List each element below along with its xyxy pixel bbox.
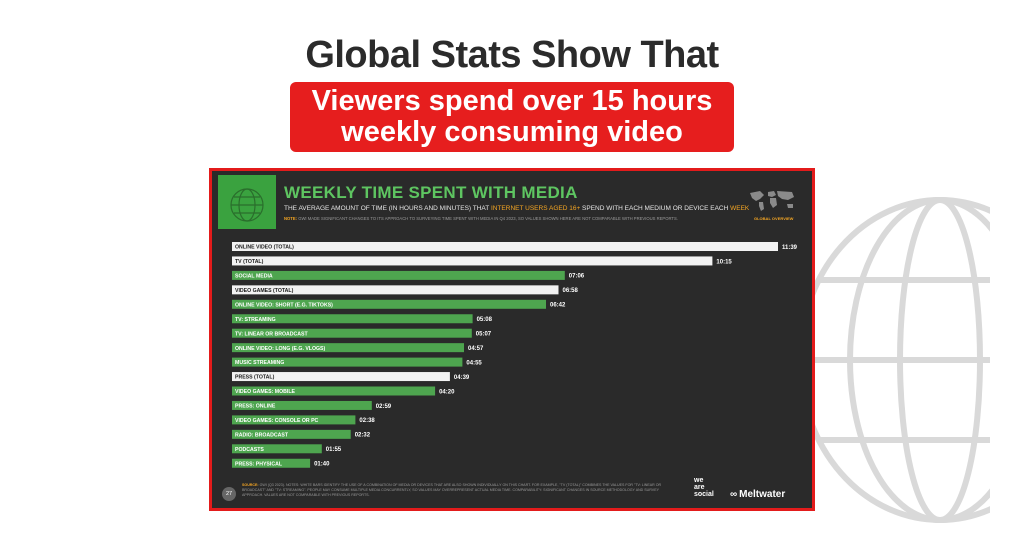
bar-label-15: PRESS: PHYSICAL: [235, 461, 283, 467]
bar-3: [232, 285, 559, 295]
bar-14: [232, 444, 322, 454]
page-number-badge: 27: [222, 487, 236, 501]
value-label-10: 04:20: [439, 389, 455, 395]
brand-are: are: [694, 484, 705, 491]
value-label-13: 02:32: [355, 433, 371, 439]
slide-note: NOTE: GWI MADE SIGNIFICANT CHANGES TO IT…: [284, 216, 678, 221]
bar-11: [232, 400, 372, 410]
value-label-1: 10:15: [716, 259, 732, 265]
brand-we: we: [694, 477, 704, 484]
value-label-15: 01:40: [314, 462, 330, 468]
bar-label-4: ONLINE VIDEO: SHORT (E.G. TIKTOKS): [235, 302, 333, 308]
bar-9: [232, 372, 450, 382]
slide-subtitle: THE AVERAGE AMOUNT OF TIME (IN HOURS AND…: [284, 205, 749, 212]
bar-label-3: VIDEO GAMES (TOTAL): [235, 288, 294, 294]
subtitle-highlight: INTERNET USERS AGED 16+: [490, 205, 581, 212]
note-text: GWI MADE SIGNIFICANT CHANGES TO ITS APPR…: [298, 216, 678, 221]
bar-1: [232, 256, 713, 266]
bar-10: [232, 386, 436, 396]
value-label-3: 06:58: [563, 288, 579, 294]
value-label-8: 04:55: [466, 360, 482, 366]
bar-4: [232, 299, 546, 309]
value-label-11: 02:59: [376, 404, 392, 410]
subtitle-text-2: SPEND WITH EACH MEDIUM OR DEVICE EACH: [580, 205, 731, 212]
bar-label-2: SOCIAL MEDIA: [235, 274, 273, 280]
bar-2: [232, 270, 565, 280]
brand-meltwater: Meltwater: [739, 489, 786, 500]
brand-social: social: [694, 491, 714, 498]
bar-label-13: RADIO: BROADCAST: [235, 432, 289, 438]
bar-label-7: ONLINE VIDEO: LONG (E.G. VLOGS): [235, 346, 325, 352]
map-label: GLOBAL OVERVIEW: [754, 216, 794, 221]
bar-label-8: MUSIC STREAMING: [235, 360, 284, 366]
bar-13: [232, 429, 351, 439]
value-label-12: 02:38: [359, 418, 375, 424]
value-label-2: 07:06: [569, 274, 585, 280]
headline: Global Stats Show That: [305, 34, 719, 76]
bar-label-11: PRESS: ONLINE: [235, 404, 276, 410]
bar-0: [232, 242, 778, 251]
bar-label-0: ONLINE VIDEO (TOTAL): [235, 245, 294, 251]
highlight-banner: Viewers spend over 15 hours weekly consu…: [290, 82, 734, 152]
bar-label-1: TV (TOTAL): [235, 259, 264, 265]
meltwater-logo: ∞ Meltwater: [730, 489, 785, 500]
bar-label-14: PODCASTS: [235, 447, 264, 453]
footer-notes: SOURCE: GWI (Q3 2023). NOTES: WHITE BARS…: [242, 483, 662, 498]
bar-12: [232, 415, 356, 425]
footer-source-label: SOURCE:: [242, 483, 259, 487]
meltwater-icon: ∞: [730, 489, 738, 500]
slide-title: WEEKLY TIME SPENT WITH MEDIA: [284, 183, 578, 202]
value-label-7: 04:57: [468, 346, 484, 352]
value-label-6: 05:07: [476, 332, 492, 338]
report-slide: WEEKLY TIME SPENT WITH MEDIA THE AVERAGE…: [209, 168, 815, 511]
subtitle-text: THE AVERAGE AMOUNT OF TIME (IN HOURS AND…: [284, 205, 491, 212]
bar-8: [232, 357, 463, 367]
bar-label-9: PRESS (TOTAL): [235, 375, 275, 381]
world-map-icon: [750, 191, 794, 211]
banner-line-2: weekly consuming video: [341, 116, 683, 148]
bar-label-10: VIDEO GAMES: MOBILE: [235, 389, 295, 395]
media-time-bar-chart: ONLINE VIDEO (TOTAL) 11:39 TV (TOTAL) 10:15…: [232, 242, 798, 468]
bar-7: [232, 343, 464, 353]
bar-label-12: VIDEO GAMES: CONSOLE OR PC: [235, 418, 319, 424]
bar-15: [232, 458, 311, 468]
bar-label-5: TV: STREAMING: [235, 317, 276, 323]
value-label-0: 11:39: [782, 245, 798, 251]
note-label: NOTE:: [284, 216, 298, 221]
subtitle-week: WEEK: [730, 205, 750, 212]
footer-text: GWI (Q3 2023). NOTES: WHITE BARS IDENTIF…: [242, 483, 662, 497]
bar-5: [232, 314, 473, 324]
data-globe-icon: [218, 175, 276, 229]
value-label-9: 04:39: [454, 375, 470, 381]
banner-line-1: Viewers spend over 15 hours: [311, 85, 713, 117]
we-are-social-logo: we are social: [694, 477, 714, 498]
value-label-5: 05:08: [477, 317, 493, 323]
value-label-4: 06:42: [550, 303, 566, 309]
bar-label-6: TV: LINEAR OR BROADCAST: [235, 331, 308, 337]
bar-6: [232, 328, 472, 338]
value-label-14: 01:55: [326, 447, 342, 453]
globe-watermark-icon: [797, 197, 990, 523]
